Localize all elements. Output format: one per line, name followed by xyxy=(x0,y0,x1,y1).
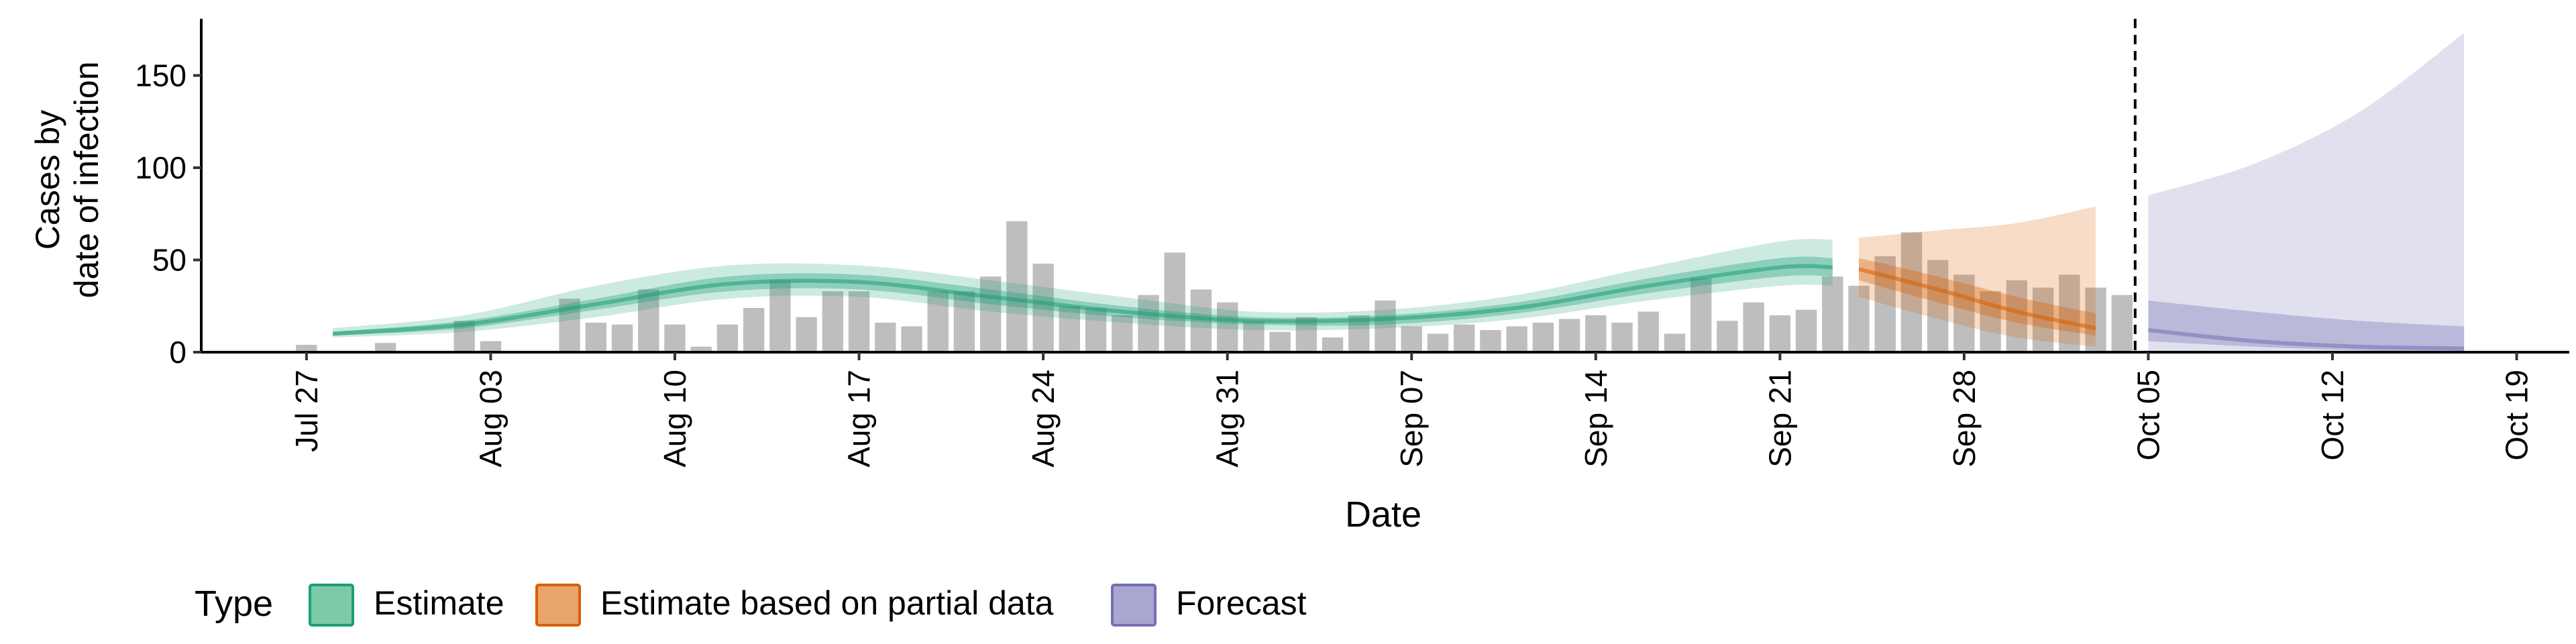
case-bar xyxy=(979,276,1002,352)
case-bar xyxy=(611,324,633,352)
y-tick-label: 100 xyxy=(135,150,186,185)
case-bar xyxy=(1822,276,1843,352)
case-bar xyxy=(1006,221,1028,352)
case-bar xyxy=(1638,311,1659,352)
case-bar xyxy=(848,291,870,352)
case-bar xyxy=(901,326,922,352)
case-bar xyxy=(716,324,739,352)
case-bar xyxy=(1585,315,1607,352)
case-bar xyxy=(1480,330,1501,352)
case-bar xyxy=(1743,302,1764,352)
case-bar xyxy=(1085,308,1107,352)
x-tick-label: Aug 03 xyxy=(473,370,508,468)
legend-key-partial xyxy=(535,584,581,627)
case-bar xyxy=(1243,321,1265,352)
bars-layer xyxy=(296,221,2133,352)
y-tick-label: 0 xyxy=(169,335,186,370)
bands-layer xyxy=(332,33,2465,352)
case-bar xyxy=(1769,315,1791,352)
case-bar xyxy=(1138,294,1159,352)
legend-label-estimate: Estimate xyxy=(374,584,504,622)
case-bar xyxy=(1848,286,1870,352)
x-tick-label: Oct 12 xyxy=(2315,370,2350,461)
case-bar xyxy=(1216,302,1238,352)
case-bar xyxy=(1900,232,1923,352)
case-bar xyxy=(585,323,607,352)
case-bar xyxy=(1690,278,1712,352)
case-bar xyxy=(1506,326,1527,352)
x-tick-label: Sep 07 xyxy=(1394,370,1429,468)
y-tick-label: 150 xyxy=(135,58,186,93)
case-bar xyxy=(1269,331,1291,352)
case-bar xyxy=(2059,274,2080,352)
case-bar xyxy=(1190,289,1212,352)
x-tick-label: Aug 17 xyxy=(842,370,877,468)
case-bar xyxy=(796,317,817,352)
legend-label-forecast: Forecast xyxy=(1176,584,1307,622)
case-bar xyxy=(1717,321,1738,352)
y-axis-label-line-1: Cases by xyxy=(29,110,66,250)
case-bar xyxy=(664,324,686,352)
case-bar xyxy=(953,291,975,352)
estimate-median-line xyxy=(332,264,1833,336)
legend-label-partial: Estimate based on partial data xyxy=(600,584,1054,622)
x-tick-label: Sep 14 xyxy=(1578,370,1613,468)
case-bar xyxy=(1375,301,1396,352)
forecast-median-line xyxy=(2148,328,2465,351)
y-tick-label: 50 xyxy=(152,243,186,278)
x-tick-label: Sep 21 xyxy=(1762,370,1797,468)
case-bar xyxy=(1032,264,1054,352)
case-bar xyxy=(480,341,502,352)
legend-key-forecast xyxy=(1111,584,1157,627)
case-bar xyxy=(1453,324,1475,352)
x-tick-label: Sep 28 xyxy=(1947,370,1982,468)
case-bar xyxy=(296,345,317,352)
legend-key-estimate xyxy=(309,584,354,627)
case-bar xyxy=(1795,309,1817,352)
x-tick-label: Jul 27 xyxy=(289,370,324,452)
case-bar xyxy=(1112,315,1133,352)
case-bar xyxy=(690,346,712,352)
y-axis-label-line-2: date of infection xyxy=(68,61,105,298)
case-bar xyxy=(1164,252,1185,352)
estimate-based-on-partial-data-outer-band xyxy=(1859,206,2096,347)
case-bar xyxy=(1611,323,1633,352)
case-bar xyxy=(1953,274,1975,352)
case-bar xyxy=(1927,260,1949,352)
x-tick-label: Oct 05 xyxy=(2131,370,2165,461)
x-tick-label: Aug 10 xyxy=(657,370,692,468)
case-bar xyxy=(875,323,896,352)
forecast-outer-band xyxy=(2148,33,2465,352)
x-axis-label: Date xyxy=(1345,494,1421,535)
x-tick-label: Aug 31 xyxy=(1210,370,1245,468)
x-tick-label: Aug 24 xyxy=(1026,370,1061,468)
case-bar xyxy=(374,343,396,352)
case-bar xyxy=(822,291,844,352)
case-bar xyxy=(2006,280,2028,352)
estimate-based-on-partial-data-median-line xyxy=(1858,267,2096,331)
case-bar xyxy=(743,308,765,352)
case-bar xyxy=(2085,287,2106,352)
legend: Type Estimate Estimate based on partial … xyxy=(195,584,1307,627)
case-bar xyxy=(1664,333,1686,352)
case-bar xyxy=(927,291,949,352)
case-bar xyxy=(1059,306,1081,352)
legend-title: Type xyxy=(195,584,273,624)
case-bar xyxy=(638,289,659,352)
case-bar xyxy=(769,280,791,352)
axes: 0 50 100 150 Jul 27 Aug 03 Aug 10 Aug 17 Aug 24 A… xyxy=(135,19,2569,468)
case-bar xyxy=(1401,326,1422,352)
x-tick-label: Oct 19 xyxy=(2500,370,2534,461)
case-bar xyxy=(1427,333,1449,352)
case-bar xyxy=(1532,323,1554,352)
case-bar xyxy=(1322,337,1344,352)
case-bar xyxy=(2111,294,2133,352)
case-bar xyxy=(1558,319,1580,352)
